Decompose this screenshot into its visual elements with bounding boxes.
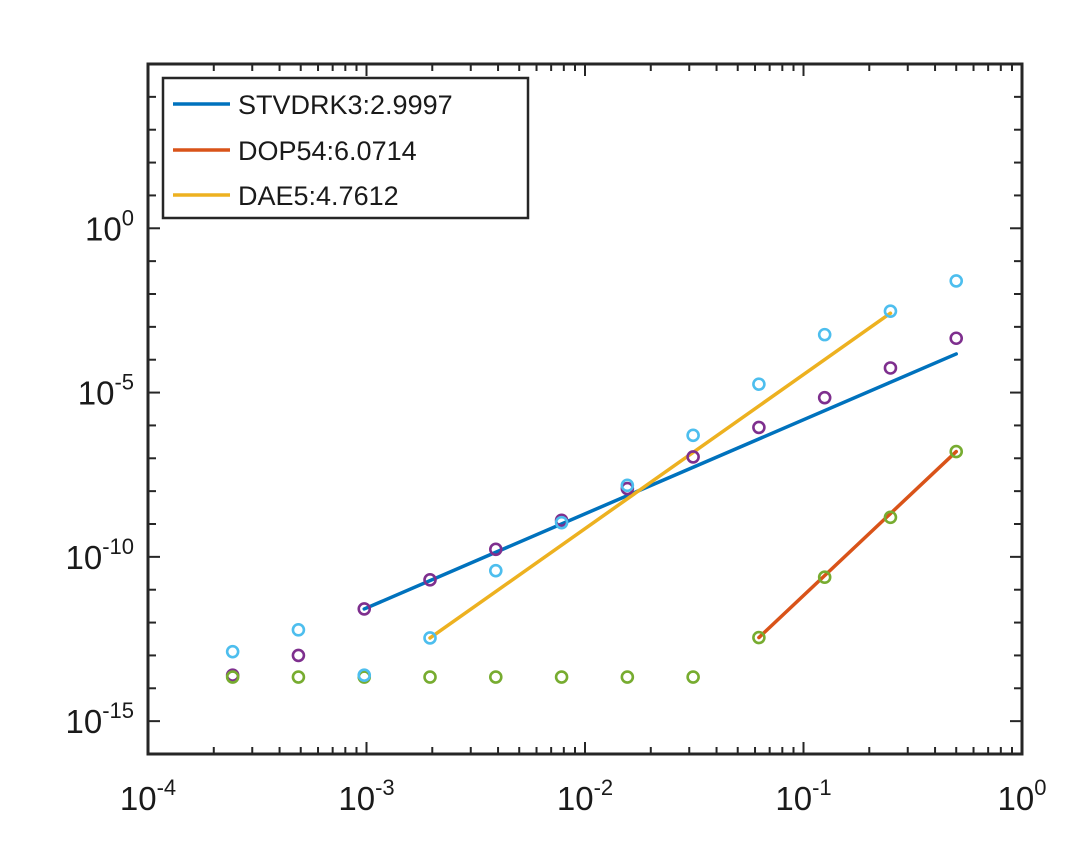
data-point — [817, 327, 832, 342]
data-point — [291, 623, 306, 637]
y-tick-label: 10-5 — [78, 370, 134, 412]
data-point — [357, 602, 372, 616]
x-tick-label: 10-1 — [775, 775, 831, 817]
data-point — [949, 444, 964, 459]
data-point — [686, 670, 700, 684]
x-tick-label: 100 — [998, 775, 1047, 817]
data-point — [357, 668, 372, 683]
data-point — [949, 331, 964, 346]
data-point — [817, 390, 832, 405]
fit-line-1 — [757, 449, 958, 640]
legend-label-dop54: DOP54:6.0714 — [238, 136, 417, 166]
x-tick-label: 10-3 — [338, 775, 394, 817]
data-point — [423, 631, 437, 645]
data-point — [949, 274, 964, 288]
fit-line-2 — [428, 311, 893, 640]
y-tick-label: 10-15 — [65, 698, 134, 740]
data-point — [291, 648, 306, 663]
data-point — [488, 670, 503, 684]
data-point — [291, 670, 306, 684]
data-point — [554, 515, 569, 530]
legend[interactable]: STVDRK3:2.9997 DOP54:6.0714 DAE5:4.7612 — [161, 76, 530, 220]
data-markers — [225, 274, 964, 684]
data-point — [554, 670, 569, 684]
fit-line-0 — [362, 352, 958, 611]
data-point — [488, 542, 503, 557]
data-point — [883, 361, 898, 375]
data-point — [225, 670, 240, 684]
x-tick-label: 10-4 — [120, 775, 176, 817]
data-point — [883, 510, 898, 525]
data-point — [752, 377, 766, 391]
y-tick-label: 10-10 — [65, 534, 134, 576]
tick-labels: 10-4 10-3 10-2 10-1 100 10-15 10-10 10-5 100 — [65, 205, 1046, 817]
x-tick-label: 10-2 — [557, 775, 613, 817]
data-point — [752, 630, 766, 645]
legend-label-stvdrk3: STVDRK3:2.9997 — [238, 90, 453, 120]
data-point — [423, 670, 437, 684]
data-point — [423, 573, 437, 587]
data-point — [620, 478, 635, 493]
data-point — [686, 428, 700, 443]
y-tick-label: 100 — [85, 205, 134, 247]
data-point — [817, 570, 832, 585]
data-point — [225, 644, 240, 659]
data-point — [686, 450, 700, 464]
fit-lines — [362, 311, 958, 640]
data-point — [752, 420, 766, 435]
data-point — [620, 670, 635, 684]
data-point — [883, 304, 898, 318]
axes-box — [146, 62, 1024, 756]
data-point — [488, 563, 503, 578]
legend-label-dae5: DAE5:4.7612 — [238, 181, 399, 211]
